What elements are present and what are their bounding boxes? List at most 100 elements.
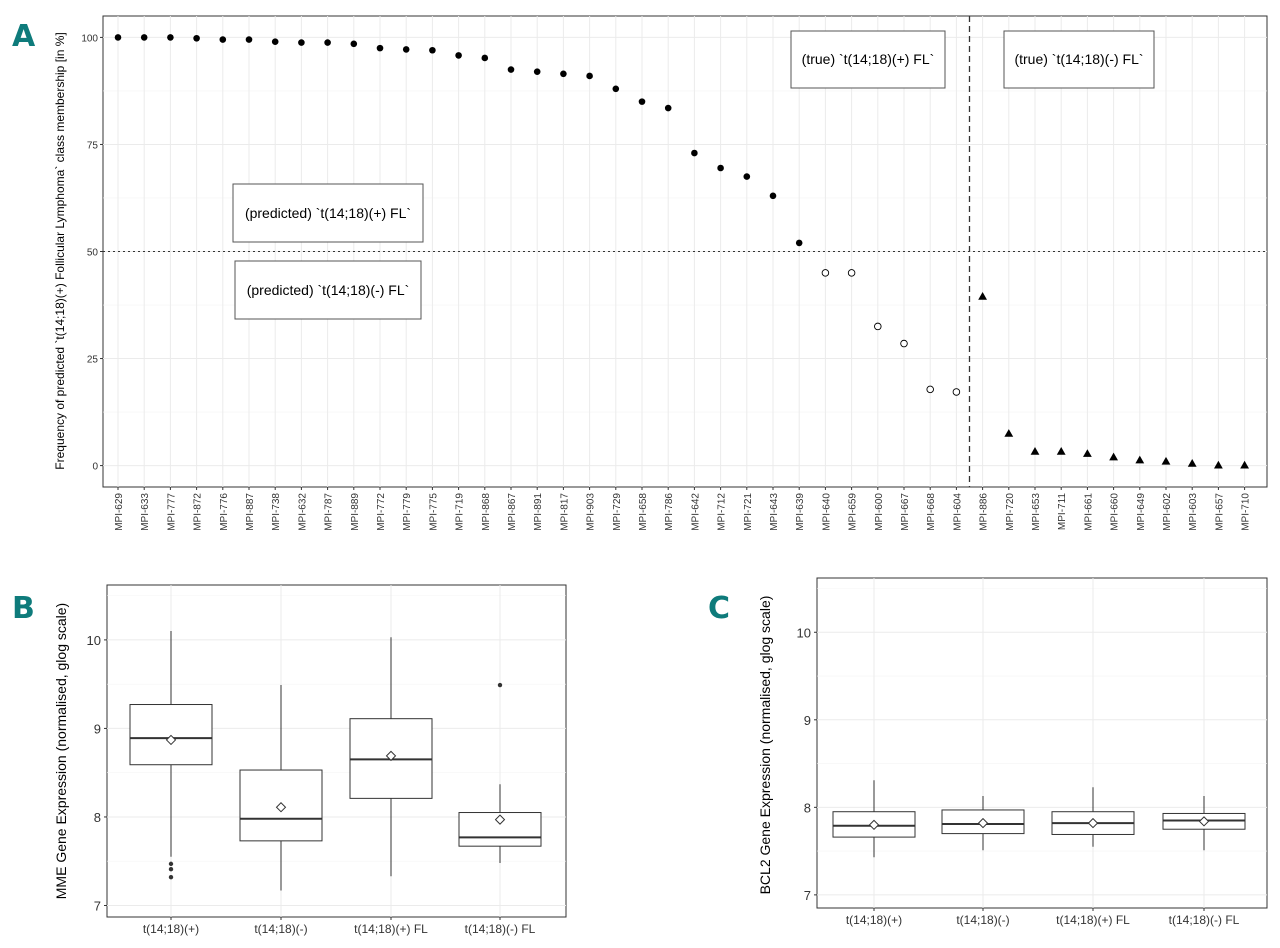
data-point <box>167 34 174 41</box>
data-point <box>691 149 698 157</box>
data-point <box>429 46 436 54</box>
data-point <box>481 54 489 62</box>
data-point <box>978 292 987 300</box>
y-tick-label: 75 <box>87 140 99 151</box>
panel-b-y-ticks: 7 8 9 10 <box>87 633 107 913</box>
outlier-point <box>497 682 503 688</box>
x-tick-label: t(14;18)(-) FL <box>1169 913 1240 927</box>
x-tick-label: MPI-710 <box>1241 493 1252 531</box>
annotation-true-positive-text: (true) `t(14;18)(+) FL` <box>802 51 935 67</box>
mean-marker <box>868 819 880 831</box>
data-point <box>324 39 331 46</box>
data-point <box>507 66 515 73</box>
y-tick-label: 100 <box>81 33 98 44</box>
x-tick-label: MPI-604 <box>952 493 963 531</box>
x-tick-label: t(14;18)(-) FL <box>465 922 536 936</box>
x-tick-label: MPI-891 <box>533 493 544 531</box>
mean-marker <box>385 750 397 762</box>
data-point <box>612 85 620 93</box>
data-point <box>874 322 882 331</box>
mean-marker <box>275 802 287 813</box>
y-tick-label: 10 <box>797 625 811 640</box>
panel-b-y-axis-title: MME Gene Expression (normalised, glog sc… <box>53 603 69 899</box>
x-tick-label: t(14;18)(+) FL <box>354 922 428 936</box>
data-point <box>847 269 856 277</box>
box-iqr <box>129 704 213 766</box>
panel-c-y-ticks: 7 8 9 10 <box>797 625 817 903</box>
x-tick-label: MPI-653 <box>1031 493 1042 531</box>
data-point <box>114 34 122 41</box>
x-tick-label: MPI-720 <box>1005 493 1016 531</box>
mean-marker <box>494 814 506 825</box>
x-tick-label: MPI-629 <box>114 493 125 531</box>
y-tick-label: 10 <box>87 633 101 648</box>
data-point <box>900 339 908 348</box>
x-tick-label: t(14;18)(-) <box>956 913 1009 927</box>
x-tick-label: MPI-602 <box>1162 493 1173 531</box>
x-tick-label: t(14;18)(-) <box>254 922 307 936</box>
x-tick-label: MPI-668 <box>926 493 937 531</box>
x-tick-label: MPI-777 <box>166 493 177 531</box>
data-point <box>140 34 148 41</box>
annotation-predicted-positive-text: (predicted) `t(14;18)(+) FL` <box>245 205 411 221</box>
panel-a-points <box>114 34 1249 469</box>
y-tick-label: 0 <box>92 462 98 473</box>
annotation-predicted-positive: (predicted) `t(14;18)(+) FL` <box>232 183 424 243</box>
annotation-true-negative: (true) `t(14;18)(-) FL` <box>1003 30 1155 89</box>
data-point <box>717 164 724 172</box>
panel-c-boxplot: 7 8 9 10 t(14;18)(+) t(14;18)(-) t(14;18)(+) … <box>757 577 1268 927</box>
x-tick-label: MPI-640 <box>821 493 832 531</box>
x-tick-label: MPI-738 <box>271 493 282 531</box>
data-point <box>664 104 672 112</box>
panel-a-y-axis-title: Frequency of predicted `t(14;18)(+) Foll… <box>53 32 67 469</box>
x-tick-label: MPI-776 <box>219 493 230 531</box>
data-point <box>1240 460 1249 469</box>
data-point <box>376 44 384 52</box>
x-tick-label: MPI-712 <box>717 493 728 531</box>
y-tick-label: 7 <box>804 888 811 903</box>
x-tick-label: MPI-719 <box>455 493 466 531</box>
x-tick-label: t(14;18)(+) <box>143 922 199 936</box>
x-tick-label: MPI-886 <box>979 493 990 531</box>
panel-a-label: A <box>12 19 36 54</box>
data-point <box>743 173 751 180</box>
y-tick-label: 25 <box>87 355 99 366</box>
data-point <box>271 38 279 45</box>
y-tick-label: 9 <box>804 713 811 728</box>
x-tick-label: MPI-658 <box>638 493 649 531</box>
data-point <box>821 269 830 277</box>
x-tick-label: MPI-872 <box>193 493 204 531</box>
panel-c-label: C <box>708 591 730 626</box>
x-tick-label: MPI-817 <box>559 493 570 531</box>
panel-c-y-axis-title: BCL2 Gene Expression (normalised, glog s… <box>757 596 773 895</box>
data-point <box>298 39 305 46</box>
annotation-predicted-negative: (predicted) `t(14;18)(-) FL` <box>234 260 422 320</box>
y-tick-label: 7 <box>94 898 101 913</box>
x-tick-label: MPI-642 <box>690 493 701 531</box>
x-tick-label: MPI-779 <box>402 493 413 531</box>
data-point <box>1109 452 1118 461</box>
panel-b-boxes <box>129 631 542 891</box>
data-point <box>402 46 410 53</box>
data-point <box>1187 459 1197 467</box>
panel-c-x-ticks: t(14;18)(+) t(14;18)(-) t(14;18)(+) FL t(14… <box>846 908 1240 927</box>
panel-b-label: B <box>12 591 35 626</box>
data-point <box>1083 449 1092 457</box>
mean-marker <box>165 734 177 746</box>
annotation-predicted-negative-text: (predicted) `t(14;18)(-) FL` <box>247 282 410 298</box>
x-tick-label: MPI-903 <box>586 493 597 531</box>
data-point <box>1161 456 1171 465</box>
y-tick-label: 50 <box>87 248 99 259</box>
x-tick-label: MPI-603 <box>1188 493 1199 531</box>
y-tick-label: 8 <box>804 800 811 815</box>
data-point <box>952 388 961 396</box>
data-point <box>586 72 593 80</box>
x-tick-label: MPI-711 <box>1057 493 1068 530</box>
data-point <box>219 36 227 43</box>
x-tick-label: MPI-889 <box>350 493 361 531</box>
x-tick-label: MPI-868 <box>481 493 492 531</box>
x-tick-label: MPI-600 <box>874 493 885 531</box>
x-tick-label: MPI-659 <box>848 493 859 531</box>
x-tick-label: t(14;18)(+) FL <box>1056 913 1130 927</box>
